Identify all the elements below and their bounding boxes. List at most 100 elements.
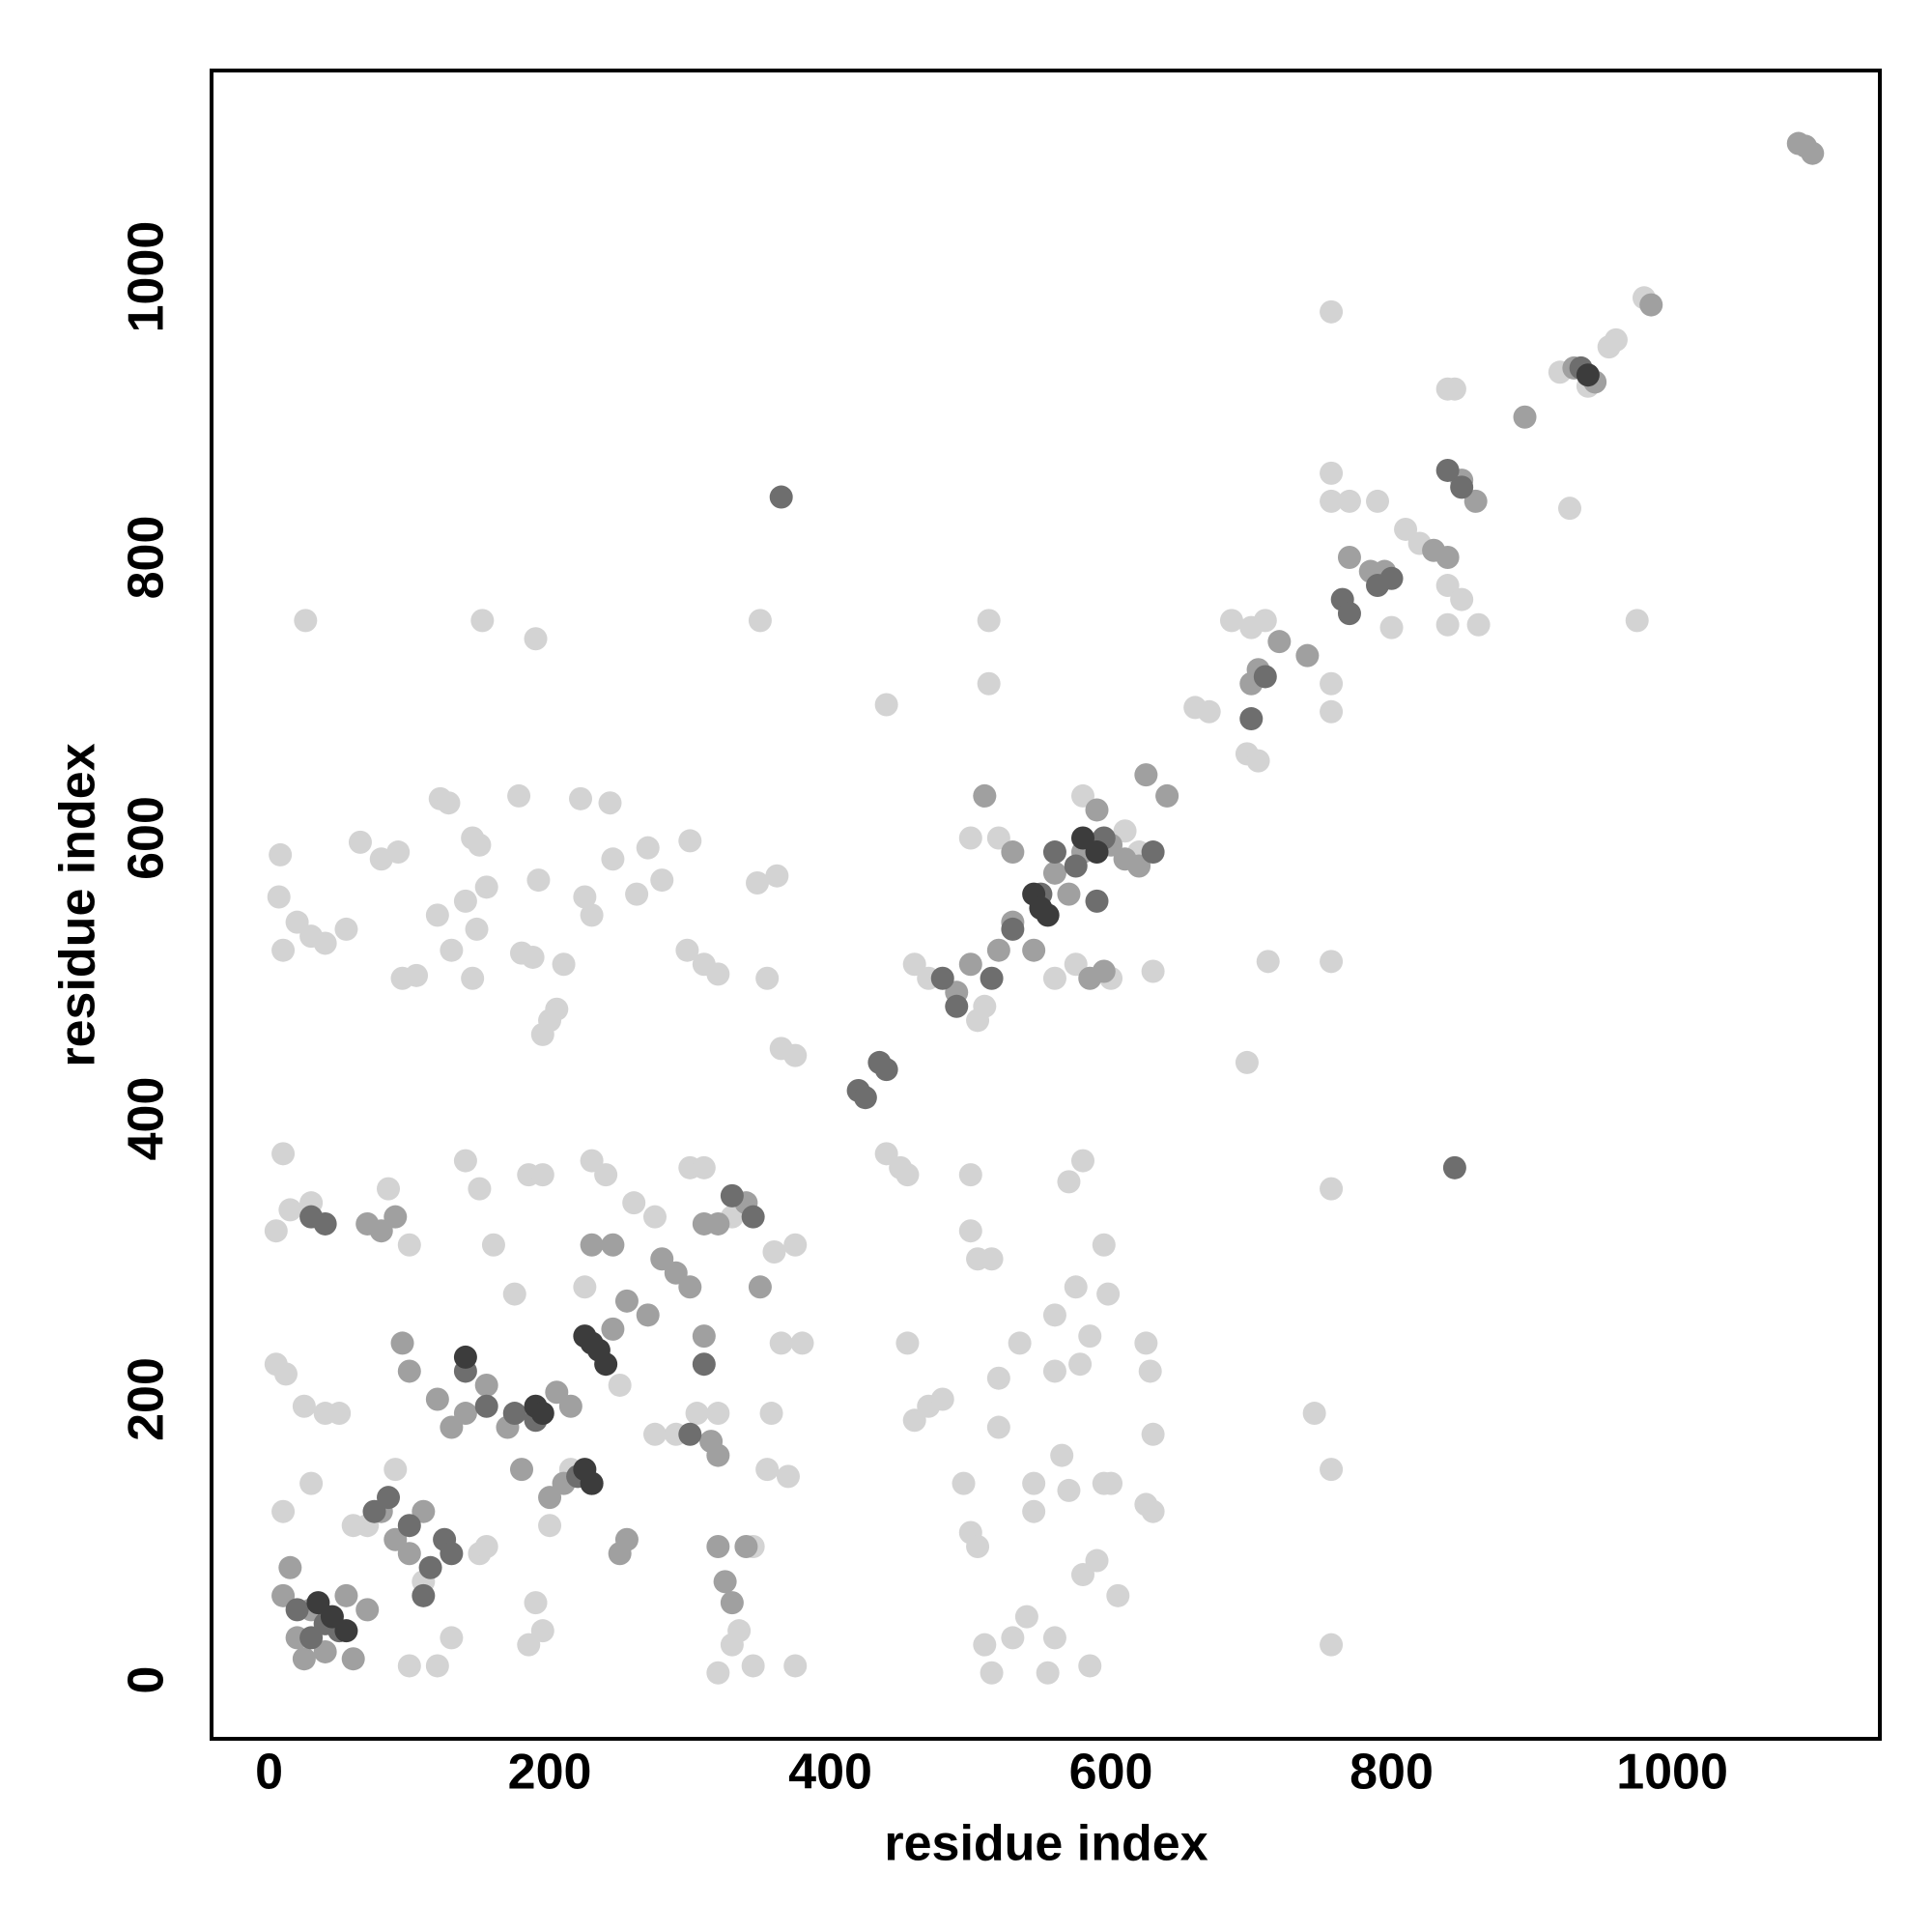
point xyxy=(685,1402,709,1426)
y-tick-label: 200 xyxy=(119,1357,175,1441)
x-tick-label: 800 xyxy=(1350,1745,1434,1801)
point xyxy=(1008,1331,1032,1355)
point xyxy=(1253,665,1277,689)
point xyxy=(453,1149,477,1173)
point xyxy=(1001,917,1025,941)
point xyxy=(1379,566,1404,590)
point xyxy=(748,1275,772,1299)
point xyxy=(502,1282,526,1306)
point xyxy=(294,609,318,633)
point xyxy=(594,1163,618,1187)
point xyxy=(1141,840,1165,865)
point xyxy=(1253,609,1277,633)
point xyxy=(958,1219,982,1243)
point xyxy=(783,1233,808,1257)
point xyxy=(334,917,358,941)
point xyxy=(1394,517,1418,541)
point xyxy=(530,1402,554,1426)
point xyxy=(573,885,597,909)
point xyxy=(384,1205,408,1229)
point xyxy=(299,1471,324,1495)
x-tick-label: 400 xyxy=(788,1745,872,1801)
point xyxy=(966,1535,990,1559)
point xyxy=(465,917,489,941)
point xyxy=(327,1402,352,1426)
point xyxy=(545,1380,569,1405)
point xyxy=(706,1535,730,1559)
point xyxy=(1366,489,1390,513)
point xyxy=(569,786,593,810)
point xyxy=(1239,707,1264,731)
point xyxy=(664,1261,688,1285)
point xyxy=(1001,840,1025,865)
point xyxy=(594,1352,618,1377)
point xyxy=(930,1387,954,1411)
point xyxy=(930,966,954,990)
point xyxy=(1113,819,1137,843)
point xyxy=(692,1155,716,1179)
point xyxy=(746,870,770,895)
point xyxy=(453,1345,477,1369)
point xyxy=(1070,1149,1094,1173)
point xyxy=(1450,475,1474,499)
point xyxy=(1604,327,1628,352)
point xyxy=(706,1661,730,1685)
point xyxy=(453,1402,477,1426)
point xyxy=(650,1247,674,1271)
point xyxy=(1320,1458,1344,1482)
point xyxy=(706,962,730,986)
point xyxy=(642,1205,667,1229)
point xyxy=(636,1303,660,1327)
point xyxy=(706,1443,730,1467)
point xyxy=(1042,966,1066,990)
point xyxy=(986,1415,1010,1439)
point xyxy=(720,1183,744,1208)
point xyxy=(264,1219,288,1243)
point xyxy=(526,868,551,893)
point xyxy=(1085,798,1109,822)
point xyxy=(895,1331,920,1355)
point xyxy=(776,1464,800,1489)
point xyxy=(1078,1324,1102,1349)
point xyxy=(1639,293,1663,317)
point xyxy=(642,1422,667,1446)
point xyxy=(1085,1548,1109,1573)
point xyxy=(313,1211,337,1236)
point xyxy=(292,1394,316,1418)
point xyxy=(1337,602,1361,626)
point xyxy=(1442,1155,1466,1179)
point xyxy=(530,1163,554,1187)
point xyxy=(468,1177,492,1201)
point xyxy=(1302,1402,1326,1426)
point xyxy=(1141,959,1165,983)
point xyxy=(601,847,625,871)
point xyxy=(405,963,429,987)
point xyxy=(980,1661,1004,1685)
point xyxy=(755,966,780,990)
point xyxy=(1070,783,1094,808)
point xyxy=(706,1402,730,1426)
y-tick-label: 1000 xyxy=(119,221,175,333)
point xyxy=(292,1647,316,1671)
point xyxy=(267,885,291,909)
point xyxy=(1320,671,1344,696)
point xyxy=(341,1514,365,1538)
point xyxy=(678,829,702,853)
point xyxy=(320,1605,344,1629)
point xyxy=(625,882,649,906)
point xyxy=(783,1043,808,1067)
point xyxy=(1036,1661,1060,1685)
plot-frame xyxy=(210,69,1882,1741)
point xyxy=(470,609,495,633)
point xyxy=(759,1402,783,1426)
point xyxy=(980,1247,1004,1271)
point xyxy=(1134,763,1158,787)
point xyxy=(755,1458,780,1482)
point xyxy=(1092,1471,1116,1495)
point xyxy=(397,1359,421,1383)
point xyxy=(440,1626,464,1650)
point xyxy=(598,791,622,815)
point xyxy=(502,1402,526,1426)
point xyxy=(397,1654,421,1678)
point xyxy=(608,1373,632,1397)
